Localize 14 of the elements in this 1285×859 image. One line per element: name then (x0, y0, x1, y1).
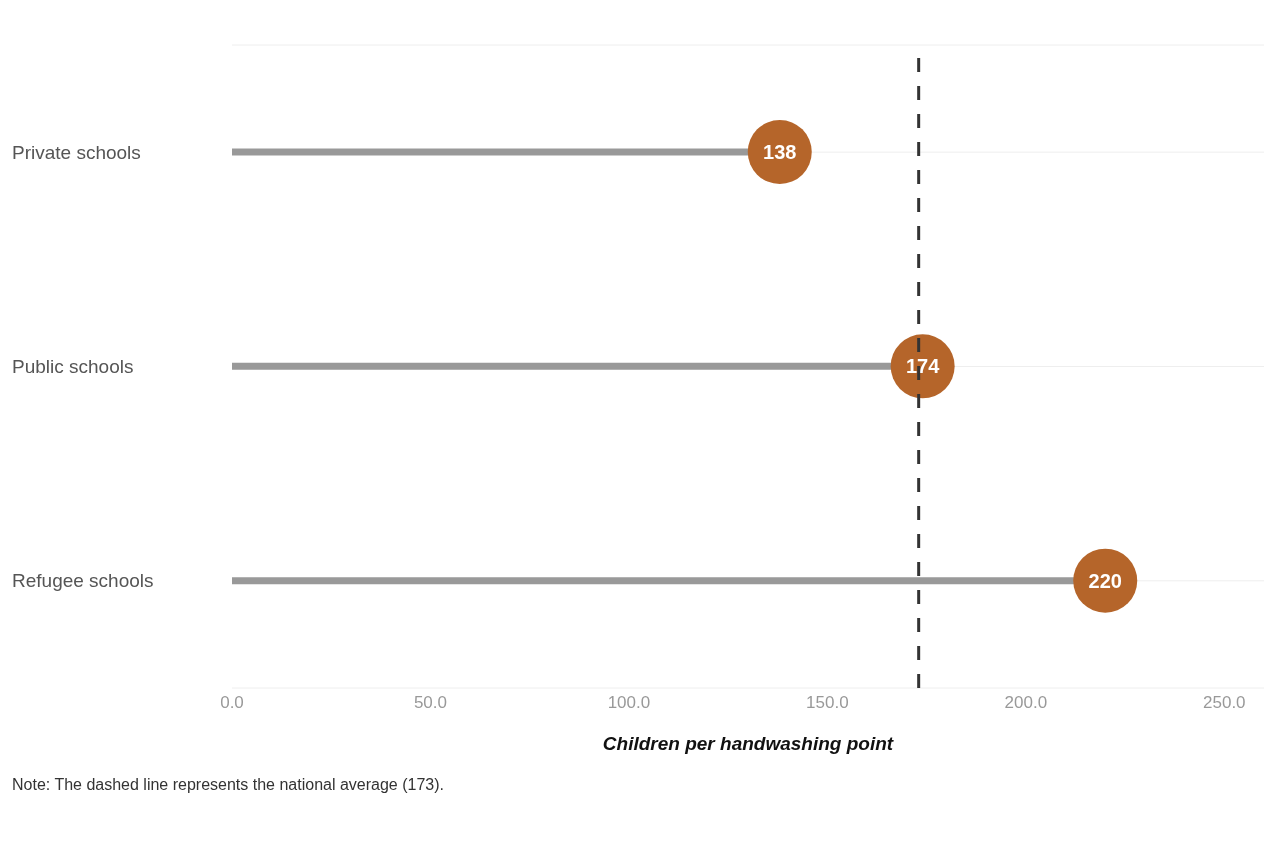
x-tick-label: 150.0 (806, 693, 849, 713)
x-tick-label: 50.0 (413, 693, 448, 713)
y-tick-label: Private schools (12, 141, 141, 163)
y-tick-label: Refugee schools (12, 570, 154, 592)
data-label: 220 (1088, 569, 1122, 592)
x-tick-label: 200.0 (1004, 693, 1048, 713)
text: Note: The dashed line represents the national average (173). (12, 776, 445, 794)
x-tick-label: 250.0 (1203, 693, 1246, 713)
x-axis-title: Children per handwashing point (602, 733, 894, 754)
x-tick-label: 0.0 (220, 693, 244, 713)
data-label: 138 (763, 141, 797, 163)
data-label: 174 (905, 355, 941, 378)
y-tick-label: Public schools (12, 356, 134, 377)
x-tick-label: 100.0 (607, 693, 651, 713)
